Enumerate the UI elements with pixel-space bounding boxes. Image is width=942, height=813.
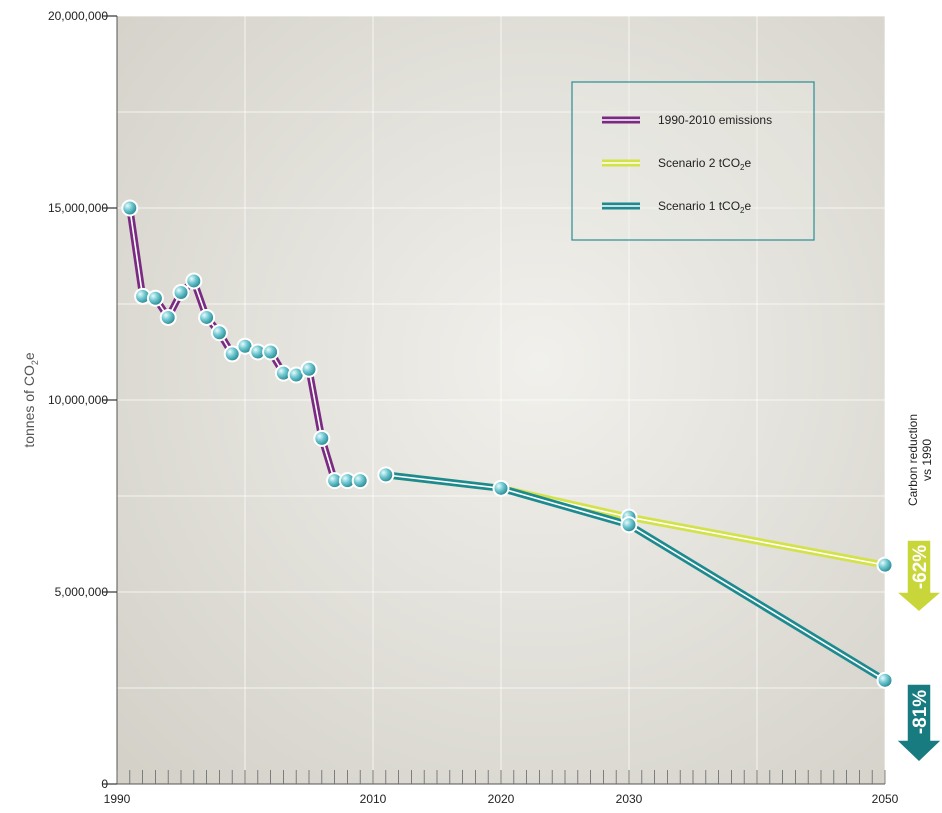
data-point-marker bbox=[300, 360, 318, 378]
data-point-marker bbox=[377, 466, 395, 484]
series-markers bbox=[121, 199, 894, 689]
y-axis-title: tonnes of CO2e bbox=[21, 352, 40, 448]
data-point-marker bbox=[223, 345, 241, 363]
y-tick-label: 15,000,000 bbox=[48, 201, 108, 215]
y-tick-label: 0 bbox=[101, 777, 108, 791]
legend-label-scenario-1-tail: e bbox=[745, 199, 752, 213]
data-point-marker bbox=[620, 516, 638, 534]
x-tick-label: 2050 bbox=[872, 792, 899, 806]
data-point-marker bbox=[492, 479, 510, 497]
legend-label-scenario-2: Scenario 2 tCO2e bbox=[658, 156, 752, 172]
legend-item-scenario-2: Scenario 2 tCO2e bbox=[602, 156, 752, 172]
data-point-marker bbox=[121, 199, 139, 217]
scenario-2-arrow-shape bbox=[893, 539, 942, 613]
y-axis-title-main: tonnes of CO bbox=[21, 365, 37, 448]
legend-label-scenario-2-sub: 2 bbox=[740, 163, 745, 172]
legend-label-scenario-1-sub: 2 bbox=[740, 206, 745, 215]
data-point-marker bbox=[210, 324, 228, 342]
data-point-marker bbox=[876, 556, 894, 574]
legend-label-scenario-1: Scenario 1 tCO2e bbox=[658, 199, 752, 215]
scenario-2-reduction-arrow: -62% bbox=[893, 539, 942, 613]
x-tick-label: 2020 bbox=[488, 792, 515, 806]
y-tick-label: 10,000,000 bbox=[48, 393, 108, 407]
x-tick-label: 2030 bbox=[616, 792, 643, 806]
x-tick-label: 2010 bbox=[360, 792, 387, 806]
data-point-marker bbox=[351, 472, 369, 490]
data-point-marker bbox=[262, 343, 280, 361]
data-point-marker bbox=[313, 429, 331, 447]
data-point-marker bbox=[159, 308, 177, 326]
carbon-reduction-note: Carbon reduction vs 1990 bbox=[906, 414, 934, 506]
axes: 0 5,000,000 10,000,000 15,000,000 20,000,000… bbox=[48, 9, 899, 806]
series-line-inner-2 bbox=[385, 474, 886, 682]
side-note-line-1: Carbon reduction bbox=[906, 414, 920, 506]
data-point-marker bbox=[172, 283, 190, 301]
legend-label-scenario-1-main: Scenario 1 tCO bbox=[658, 199, 740, 213]
y-axis-title-tail: e bbox=[21, 352, 37, 360]
y-tick-label: 5,000,000 bbox=[55, 585, 109, 599]
legend-label-scenario-2-tail: e bbox=[745, 156, 752, 170]
data-point-marker bbox=[876, 671, 894, 689]
scenario-2-reduction-label: -62% bbox=[910, 545, 931, 589]
legend-item-emissions: 1990-2010 emissions bbox=[602, 113, 772, 127]
side-note-line-2: vs 1990 bbox=[920, 439, 934, 481]
scenario-1-reduction-label: -81% bbox=[910, 690, 931, 734]
y-tick-label: 20,000,000 bbox=[48, 9, 108, 23]
legend-label-emissions: 1990-2010 emissions bbox=[658, 113, 772, 127]
y-axis-title-subscript: 2 bbox=[30, 360, 40, 365]
scenario-1-arrow-shape bbox=[894, 683, 942, 764]
legend-item-scenario-1: Scenario 1 tCO2e bbox=[602, 199, 752, 215]
scenario-1-reduction-arrow: -81% bbox=[894, 683, 942, 764]
legend: 1990-2010 emissions Scenario 2 tCO2e Sce… bbox=[571, 81, 815, 241]
legend-label-scenario-2-main: Scenario 2 tCO bbox=[658, 156, 740, 170]
x-tick-label: 1990 bbox=[104, 792, 131, 806]
data-point-marker bbox=[146, 289, 164, 307]
data-point-marker bbox=[185, 272, 203, 290]
data-point-marker bbox=[198, 308, 216, 326]
